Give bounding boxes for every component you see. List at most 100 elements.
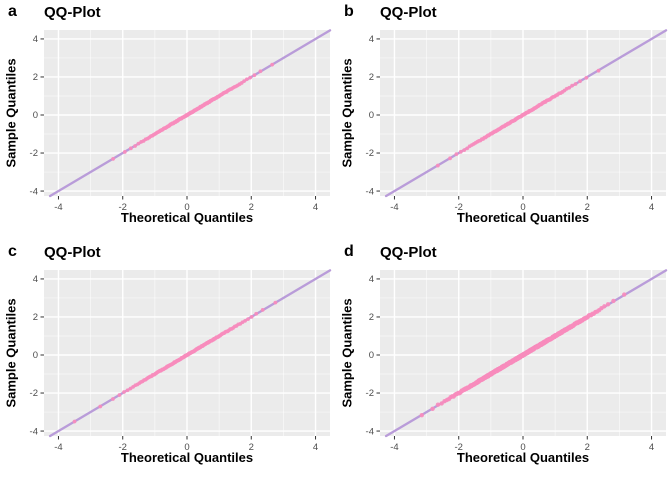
x-axis-title: Theoretical Quantiles	[456, 450, 590, 465]
qq-point	[270, 62, 275, 67]
x-axis-tick-label: 2	[249, 442, 254, 453]
x-axis-tick-label: 0	[184, 442, 189, 453]
x-axis-tick-label: 4	[313, 442, 318, 453]
y-axis-title: Sample Quantiles	[339, 298, 355, 408]
qq-point	[244, 77, 249, 82]
qq-point	[435, 163, 440, 168]
qq-point	[125, 388, 130, 393]
qq-point	[136, 141, 141, 146]
y-axis-tick-label: 0	[33, 110, 38, 121]
qq-point	[248, 75, 253, 80]
panel-title: QQ-Plot	[44, 244, 101, 261]
y-axis-tick-label: -4	[30, 426, 38, 437]
x-axis-tick-label: 0	[520, 202, 525, 213]
qq-plot-chart-a: -4 -2 0 2 4 -4 -2 0 2 4	[30, 29, 332, 213]
x-axis-tick-label: 0	[520, 442, 525, 453]
qq-point	[122, 390, 126, 394]
qq-point	[419, 413, 424, 418]
qq-point	[252, 73, 257, 78]
panel-label-a: a	[8, 3, 17, 20]
qq-point	[128, 146, 133, 151]
y-axis-title: Sample Quantiles	[3, 58, 19, 168]
qq-point	[567, 85, 572, 90]
y-axis-tick-label: 0	[33, 350, 38, 361]
qq-point	[117, 393, 122, 397]
qq-point	[133, 144, 137, 148]
panel-title: QQ-Plot	[380, 4, 437, 21]
y-axis-title: Sample Quantiles	[3, 298, 19, 408]
y-axis-title: Sample Quantiles	[339, 58, 355, 168]
y-axis-tick-label: -4	[30, 186, 38, 197]
qq-plot-panel-b: -4 -2 0 2 4 -4 -2 0 2 4 b QQ-Plot Theoretical Qua…	[336, 0, 672, 240]
y-axis-tick-label: -2	[366, 148, 374, 159]
qq-point	[258, 69, 263, 74]
y-axis-tick-label: 2	[33, 72, 38, 83]
qq-point	[465, 146, 470, 151]
x-axis-tick-label: -2	[455, 202, 463, 213]
x-axis-tick-label: -4	[54, 442, 62, 453]
y-axis-tick-label: 0	[369, 110, 374, 121]
qq-point	[249, 315, 254, 319]
qq-point	[260, 308, 265, 312]
qq-point	[243, 318, 247, 323]
x-axis-tick-label: -2	[119, 202, 127, 213]
qq-point	[435, 402, 441, 407]
x-axis-tick-label: 2	[585, 202, 590, 213]
panel-title: QQ-Plot	[380, 244, 437, 261]
x-axis-tick-label: 2	[249, 202, 254, 213]
y-axis-tick-label: -2	[30, 388, 38, 399]
panel-label-c: c	[8, 243, 17, 260]
x-axis-tick-label: -4	[390, 442, 398, 453]
qq-point	[570, 83, 574, 88]
qq-plot-chart-d: -4 -2 0 2 4 -4 -2 0 2 4	[366, 269, 668, 453]
x-axis-tick-label: 4	[313, 202, 318, 213]
qq-point	[246, 317, 250, 322]
qq-point	[584, 76, 589, 80]
y-axis-tick-label: 4	[33, 34, 38, 45]
x-axis-title: Theoretical Quantiles	[456, 210, 590, 225]
y-axis-tick-label: 4	[369, 34, 374, 45]
y-axis-tick-label: -4	[366, 426, 374, 437]
y-axis-tick-label: 0	[369, 350, 374, 361]
y-axis-tick-label: 4	[33, 274, 38, 285]
y-axis-tick-label: 4	[369, 274, 374, 285]
x-axis-title: Theoretical Quantiles	[120, 210, 254, 225]
x-axis-tick-label: 2	[585, 442, 590, 453]
y-axis-tick-label: -4	[366, 186, 374, 197]
qq-point	[98, 404, 103, 409]
qq-plot-panel-c: -4 -2 0 2 4 -4 -2 0 2 4 c QQ-Plot Theoretical Qua…	[0, 240, 336, 480]
panel-title: QQ-Plot	[44, 4, 101, 21]
y-axis-tick-label: -2	[366, 388, 374, 399]
qq-plot-chart-c: -4 -2 0 2 4 -4 -2 0 2 4	[30, 269, 332, 453]
qq-point	[602, 304, 607, 309]
qq-point	[605, 302, 611, 307]
qq-point	[596, 68, 601, 73]
x-axis-tick-label: -4	[390, 202, 398, 213]
x-axis-tick-label: -2	[119, 442, 127, 453]
qq-point	[578, 79, 582, 84]
qq-point	[273, 300, 278, 305]
y-axis-tick-label: -2	[30, 148, 38, 159]
qq-point	[462, 148, 467, 153]
qq-plot-panel-a: -4 -2 0 2 4 -4 -2 0 2 4 a QQ-Plot Theoretical Qua…	[0, 0, 336, 240]
panel-label-d: d	[344, 243, 354, 260]
qq-point	[111, 397, 115, 401]
y-axis-tick-label: 2	[369, 72, 374, 83]
qq-outlier-point	[72, 419, 77, 424]
x-axis-title: Theoretical Quantiles	[120, 450, 254, 465]
qq-point	[254, 311, 259, 316]
x-axis-tick-label: 0	[184, 202, 189, 213]
qq-point	[122, 150, 127, 154]
qq-point	[448, 156, 452, 161]
qq-plot-panel-d: -4 -2 0 2 4 -4 -2 0 2 4 d QQ-Plot Theoretical Qua…	[336, 240, 672, 480]
x-axis-tick-label: -4	[54, 202, 62, 213]
y-axis-tick-label: 2	[369, 312, 374, 323]
qq-point	[611, 298, 616, 304]
qq-point	[430, 406, 435, 412]
panel-label-b: b	[344, 3, 354, 20]
qq-plot-chart-b: -4 -2 0 2 4 -4 -2 0 2 4	[366, 29, 668, 213]
x-axis-tick-label: -2	[455, 442, 463, 453]
y-axis-tick-label: 2	[33, 312, 38, 323]
x-axis-tick-label: 4	[649, 202, 654, 213]
